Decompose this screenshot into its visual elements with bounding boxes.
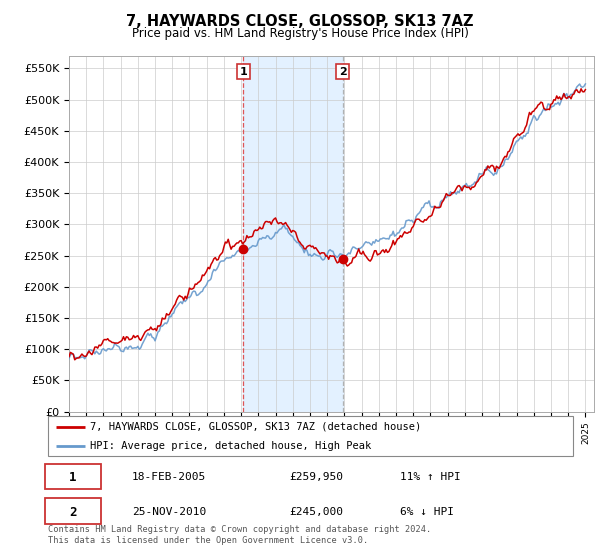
- Text: Contains HM Land Registry data © Crown copyright and database right 2024.: Contains HM Land Registry data © Crown c…: [48, 525, 431, 534]
- Text: 1: 1: [69, 471, 76, 484]
- Text: £259,950: £259,950: [290, 472, 343, 482]
- Text: 25-NOV-2010: 25-NOV-2010: [132, 507, 206, 517]
- Text: 2: 2: [339, 67, 347, 77]
- Text: Price paid vs. HM Land Registry's House Price Index (HPI): Price paid vs. HM Land Registry's House …: [131, 27, 469, 40]
- Text: 2: 2: [69, 506, 76, 519]
- Text: £245,000: £245,000: [290, 507, 343, 517]
- Bar: [243, 56, 343, 412]
- FancyBboxPatch shape: [46, 464, 101, 489]
- Text: This data is licensed under the Open Government Licence v3.0.: This data is licensed under the Open Gov…: [48, 536, 368, 545]
- Text: 1: 1: [239, 67, 247, 77]
- Text: 11% ↑ HPI: 11% ↑ HPI: [400, 472, 461, 482]
- Text: 7, HAYWARDS CLOSE, GLOSSOP, SK13 7AZ (detached house): 7, HAYWARDS CLOSE, GLOSSOP, SK13 7AZ (de…: [90, 422, 421, 432]
- FancyBboxPatch shape: [46, 498, 101, 524]
- Text: HPI: Average price, detached house, High Peak: HPI: Average price, detached house, High…: [90, 441, 371, 450]
- FancyBboxPatch shape: [48, 416, 573, 456]
- Text: 6% ↓ HPI: 6% ↓ HPI: [400, 507, 454, 517]
- Text: 18-FEB-2005: 18-FEB-2005: [132, 472, 206, 482]
- Text: 7, HAYWARDS CLOSE, GLOSSOP, SK13 7AZ: 7, HAYWARDS CLOSE, GLOSSOP, SK13 7AZ: [126, 14, 474, 29]
